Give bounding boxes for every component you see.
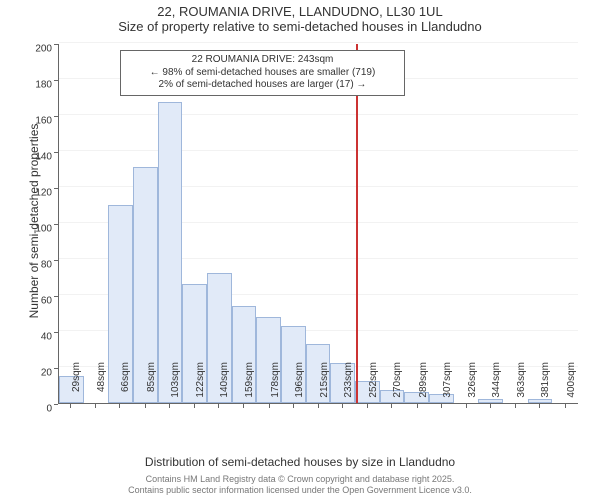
- x-tick-label: 289sqm: [418, 362, 429, 412]
- chart-title-block: 22, ROUMANIA DRIVE, LLANDUDNO, LL30 1UL …: [0, 4, 600, 34]
- x-tick-label: 233sqm: [343, 362, 354, 412]
- gridline-h: [59, 150, 578, 151]
- x-tick-label: 159sqm: [244, 362, 255, 412]
- x-tick-label: 66sqm: [120, 362, 131, 412]
- annotation-line3: 2% of semi-detached houses are larger (1…: [127, 79, 398, 92]
- x-tick-label: 326sqm: [467, 362, 478, 412]
- y-tick-label: 0: [22, 404, 52, 415]
- x-tick-label: 85sqm: [146, 362, 157, 412]
- y-tickmark: [54, 44, 58, 45]
- x-tick-label: 252sqm: [368, 362, 379, 412]
- x-tick-label: 215sqm: [319, 362, 330, 412]
- y-tick-label: 80: [22, 260, 52, 271]
- x-tick-label: 140sqm: [219, 362, 230, 412]
- y-tick-label: 40: [22, 332, 52, 343]
- chart-footnote: Contains HM Land Registry data © Crown c…: [0, 474, 600, 497]
- y-tick-label: 180: [22, 80, 52, 91]
- x-tick-label: 122sqm: [195, 362, 206, 412]
- footnote-line1: Contains HM Land Registry data © Crown c…: [0, 474, 600, 485]
- y-tickmark: [54, 80, 58, 81]
- y-tick-label: 20: [22, 368, 52, 379]
- y-tick-label: 120: [22, 188, 52, 199]
- y-tickmark: [54, 116, 58, 117]
- x-tick-label: 363sqm: [516, 362, 527, 412]
- y-tickmark: [54, 296, 58, 297]
- y-tick-label: 140: [22, 152, 52, 163]
- x-tick-label: 270sqm: [392, 362, 403, 412]
- y-tick-label: 60: [22, 296, 52, 307]
- x-tick-label: 103sqm: [170, 362, 181, 412]
- x-tick-label: 344sqm: [491, 362, 502, 412]
- y-tickmark: [54, 368, 58, 369]
- gridline-h: [59, 114, 578, 115]
- y-tickmark: [54, 224, 58, 225]
- y-tick-label: 100: [22, 224, 52, 235]
- marker-line: [356, 44, 358, 403]
- y-tickmark: [54, 332, 58, 333]
- y-tickmark: [54, 260, 58, 261]
- annotation-line1: 22 ROUMANIA DRIVE: 243sqm: [127, 54, 398, 67]
- x-tick-label: 196sqm: [294, 362, 305, 412]
- chart-title-line2: Size of property relative to semi-detach…: [0, 19, 600, 34]
- x-tick-label: 307sqm: [442, 362, 453, 412]
- footnote-line2: Contains public sector information licen…: [0, 485, 600, 496]
- x-tick-label: 178sqm: [270, 362, 281, 412]
- chart-title-line1: 22, ROUMANIA DRIVE, LLANDUDNO, LL30 1UL: [0, 4, 600, 19]
- x-tick-label: 400sqm: [566, 362, 577, 412]
- y-tick-label: 160: [22, 116, 52, 127]
- y-tickmark: [54, 404, 58, 405]
- x-tick-label: 48sqm: [96, 362, 107, 412]
- y-tick-label: 200: [22, 44, 52, 55]
- annotation-line2: ← 98% of semi-detached houses are smalle…: [127, 67, 398, 80]
- y-tickmark: [54, 152, 58, 153]
- x-tick-label: 381sqm: [540, 362, 551, 412]
- x-axis-label: Distribution of semi-detached houses by …: [0, 455, 600, 469]
- gridline-h: [59, 42, 578, 43]
- annotation-box: 22 ROUMANIA DRIVE: 243sqm← 98% of semi-d…: [120, 50, 405, 96]
- histogram-bar: [158, 102, 183, 403]
- chart-container: 22, ROUMANIA DRIVE, LLANDUDNO, LL30 1UL …: [0, 0, 600, 500]
- y-tickmark: [54, 188, 58, 189]
- x-tick-label: 29sqm: [71, 362, 82, 412]
- plot-area: [58, 44, 578, 404]
